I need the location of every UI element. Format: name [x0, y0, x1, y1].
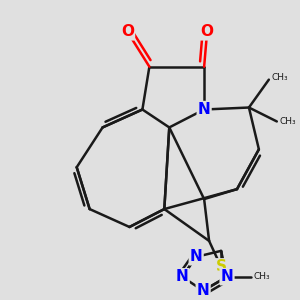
Text: N: N	[190, 249, 203, 264]
Text: CH₃: CH₃	[280, 117, 296, 126]
Text: N: N	[221, 269, 233, 284]
Text: N: N	[176, 269, 189, 284]
Text: N: N	[197, 283, 209, 298]
Text: CH₃: CH₃	[254, 272, 271, 281]
Text: CH₃: CH₃	[272, 73, 289, 82]
Text: S: S	[216, 259, 226, 274]
Text: N: N	[198, 102, 211, 117]
Text: O: O	[121, 24, 134, 39]
Text: O: O	[201, 24, 214, 39]
